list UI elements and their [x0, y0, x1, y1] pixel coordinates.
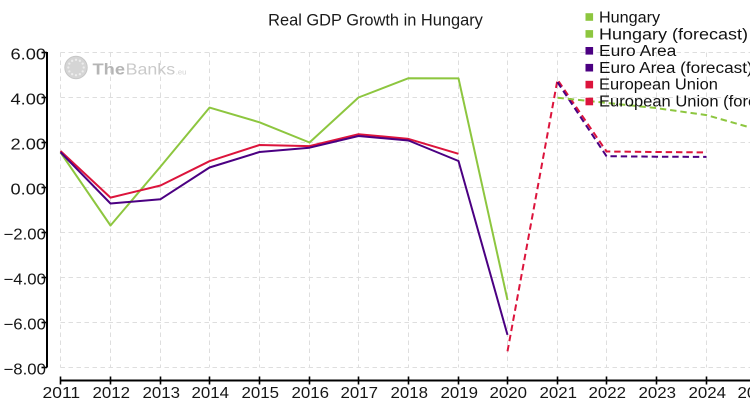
svg-text:2017: 2017 [341, 385, 379, 402]
svg-text:Euro Area: Euro Area [599, 43, 677, 60]
svg-text:−6.00: −6.00 [4, 316, 47, 333]
svg-text:European Union (forecast): European Union (forecast) [599, 94, 750, 111]
svg-text:−8.00: −8.00 [4, 361, 47, 378]
svg-text:.eu: .eu [176, 68, 187, 77]
svg-text:2024: 2024 [689, 385, 727, 402]
svg-text:−4.00: −4.00 [4, 271, 47, 288]
svg-text:2011: 2011 [43, 385, 81, 402]
svg-text:European Union: European Union [599, 77, 718, 94]
svg-text:2025: 2025 [738, 385, 750, 402]
svg-text:2013: 2013 [143, 385, 181, 402]
svg-text:0.00: 0.00 [11, 181, 47, 198]
svg-text:Banks: Banks [126, 62, 176, 79]
svg-text:2020: 2020 [490, 385, 528, 402]
svg-text:4.00: 4.00 [11, 91, 47, 108]
svg-text:Hungary: Hungary [599, 10, 660, 27]
svg-text:2021: 2021 [540, 385, 578, 402]
svg-text:2019: 2019 [441, 385, 479, 402]
svg-text:2014: 2014 [192, 385, 230, 402]
svg-text:2018: 2018 [391, 385, 429, 402]
svg-text:Hungary (forecast): Hungary (forecast) [599, 26, 748, 43]
svg-text:2022: 2022 [589, 385, 627, 402]
svg-text:2016: 2016 [292, 385, 330, 402]
svg-text:The: The [93, 62, 126, 79]
svg-text:2012: 2012 [93, 385, 131, 402]
svg-text:−2.00: −2.00 [4, 226, 47, 243]
svg-text:2.00: 2.00 [11, 136, 47, 153]
svg-text:Real GDP Growth in Hungary: Real GDP Growth in Hungary [268, 12, 483, 30]
svg-text:6.00: 6.00 [11, 46, 47, 63]
svg-text:2015: 2015 [242, 385, 279, 402]
svg-text:2023: 2023 [639, 385, 677, 402]
svg-text:Euro Area (forecast): Euro Area (forecast) [599, 60, 750, 77]
